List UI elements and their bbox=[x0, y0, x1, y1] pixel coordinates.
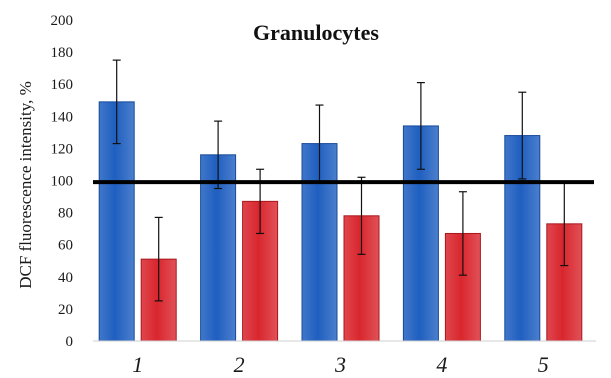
bars bbox=[98, 101, 583, 342]
x-tick-label: 3 bbox=[334, 352, 346, 377]
y-tick-label: 80 bbox=[58, 206, 73, 222]
error-bars bbox=[112, 59, 569, 302]
chart-title: Granulocytes bbox=[253, 20, 379, 45]
blue-bar-4 bbox=[402, 125, 439, 342]
y-axis: 0 20 40 60 80 100 120 140 160 180 200 bbox=[51, 13, 74, 350]
y-tick-label: 60 bbox=[58, 238, 73, 254]
x-tick-label: 5 bbox=[538, 352, 549, 377]
x-tick-label: 1 bbox=[132, 352, 143, 377]
y-axis-title: DCF fluorescence intensity, % bbox=[16, 81, 35, 289]
y-tick-label: 180 bbox=[51, 45, 74, 61]
y-tick-label: 100 bbox=[51, 174, 74, 190]
y-tick-label: 20 bbox=[58, 302, 73, 318]
y-tick-label: 120 bbox=[51, 141, 74, 157]
x-tick-label: 2 bbox=[234, 352, 245, 377]
y-tick-label: 140 bbox=[51, 109, 74, 125]
x-axis: 1 2 3 4 5 bbox=[132, 352, 549, 377]
y-tick-label: 160 bbox=[51, 77, 74, 93]
y-tick-label: 0 bbox=[66, 334, 74, 350]
y-tick-label: 200 bbox=[51, 13, 74, 29]
reference-line-group bbox=[93, 180, 596, 342]
x-tick-label: 4 bbox=[436, 352, 447, 377]
y-tick-label: 40 bbox=[58, 270, 73, 286]
